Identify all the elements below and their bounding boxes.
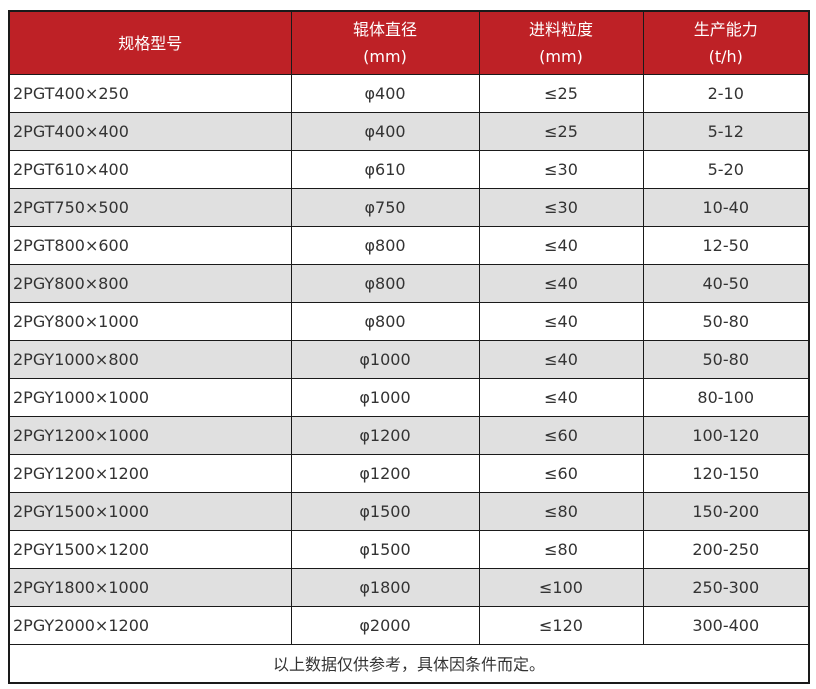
capacity-cell: 150-200 xyxy=(642,492,810,531)
footer-row: 以上数据仅供参考，具体因条件而定。 xyxy=(8,644,810,683)
spec-table-container: 规格型号 辊体直径 (mm) 进料粒度 (mm) xyxy=(8,10,810,684)
column-header-model-title: 规格型号 xyxy=(118,33,183,53)
diameter-cell: φ1800 xyxy=(290,568,480,607)
diameter-cell: φ400 xyxy=(290,112,480,151)
column-header-capacity-title: 生产能力 xyxy=(693,20,758,39)
capacity-cell: 2-10 xyxy=(642,74,810,113)
model-cell: 2PGT400×250 xyxy=(8,74,292,113)
capacity-cell: 250-300 xyxy=(642,568,810,607)
capacity-cell: 5-12 xyxy=(642,112,810,151)
feed-cell: ≤60 xyxy=(478,416,644,455)
feed-cell: ≤40 xyxy=(478,226,644,265)
capacity-cell: 5-20 xyxy=(642,150,810,189)
table-row: 2PGT750×500 φ750 ≤30 10-40 xyxy=(8,188,810,227)
model-cell: 2PGY1500×1000 xyxy=(8,492,292,531)
column-header-capacity-unit: (t/h) xyxy=(708,47,743,66)
table-row: 2PGT800×600 φ800 ≤40 12-50 xyxy=(8,226,810,265)
model-cell: 2PGY800×800 xyxy=(8,264,292,303)
capacity-cell: 50-80 xyxy=(642,340,810,379)
diameter-cell: φ750 xyxy=(290,188,480,227)
table-row: 2PGT400×400 φ400 ≤25 5-12 xyxy=(8,112,810,151)
feed-cell: ≤80 xyxy=(478,492,644,531)
diameter-cell: φ1000 xyxy=(290,340,480,379)
table-row: 2PGY1000×1000 φ1000 ≤40 80-100 xyxy=(8,378,810,417)
model-cell: 2PGT610×400 xyxy=(8,150,292,189)
model-cell: 2PGY1500×1200 xyxy=(8,530,292,569)
model-cell: 2PGY2000×1200 xyxy=(8,606,292,645)
column-header-diameter: 辊体直径 (mm) xyxy=(290,10,480,75)
feed-cell: ≤30 xyxy=(478,188,644,227)
table-row: 2PGY1500×1000 φ1500 ≤80 150-200 xyxy=(8,492,810,531)
capacity-cell: 12-50 xyxy=(642,226,810,265)
diameter-cell: φ1500 xyxy=(290,492,480,531)
capacity-cell: 80-100 xyxy=(642,378,810,417)
capacity-cell: 40-50 xyxy=(642,264,810,303)
model-cell: 2PGY1000×1000 xyxy=(8,378,292,417)
model-cell: 2PGY1200×1200 xyxy=(8,454,292,493)
column-header-diameter-unit: (mm) xyxy=(363,47,407,66)
model-cell: 2PGY1000×800 xyxy=(8,340,292,379)
feed-cell: ≤40 xyxy=(478,340,644,379)
capacity-cell: 200-250 xyxy=(642,530,810,569)
feed-cell: ≤25 xyxy=(478,74,644,113)
capacity-cell: 100-120 xyxy=(642,416,810,455)
model-cell: 2PGT400×400 xyxy=(8,112,292,151)
column-header-feed: 进料粒度 (mm) xyxy=(478,10,644,75)
capacity-cell: 10-40 xyxy=(642,188,810,227)
model-cell: 2PGT800×600 xyxy=(8,226,292,265)
diameter-cell: φ2000 xyxy=(290,606,480,645)
model-cell: 2PGY1200×1000 xyxy=(8,416,292,455)
capacity-cell: 120-150 xyxy=(642,454,810,493)
table-row: 2PGY1200×1000 φ1200 ≤60 100-120 xyxy=(8,416,810,455)
diameter-cell: φ400 xyxy=(290,74,480,113)
table-row: 2PGY1800×1000 φ1800 ≤100 250-300 xyxy=(8,568,810,607)
model-cell: 2PGY1800×1000 xyxy=(8,568,292,607)
feed-cell: ≤40 xyxy=(478,264,644,303)
spec-table: 规格型号 辊体直径 (mm) 进料粒度 (mm) xyxy=(8,10,810,684)
column-header-diameter-title: 辊体直径 xyxy=(352,20,417,39)
column-header-feed-title: 进料粒度 xyxy=(528,20,593,39)
feed-cell: ≤80 xyxy=(478,530,644,569)
diameter-cell: φ1200 xyxy=(290,454,480,493)
table-row: 2PGY1200×1200 φ1200 ≤60 120-150 xyxy=(8,454,810,493)
feed-cell: ≤40 xyxy=(478,378,644,417)
feed-cell: ≤60 xyxy=(478,454,644,493)
footer-note: 以上数据仅供参考，具体因条件而定。 xyxy=(8,644,810,683)
table-row: 2PGY2000×1200 φ2000 ≤120 300-400 xyxy=(8,606,810,645)
table-row: 2PGT610×400 φ610 ≤30 5-20 xyxy=(8,150,810,189)
table-row: 2PGY1000×800 φ1000 ≤40 50-80 xyxy=(8,340,810,379)
feed-cell: ≤40 xyxy=(478,302,644,341)
table-row: 2PGY800×1000 φ800 ≤40 50-80 xyxy=(8,302,810,341)
capacity-cell: 300-400 xyxy=(642,606,810,645)
model-cell: 2PGY800×1000 xyxy=(8,302,292,341)
capacity-cell: 50-80 xyxy=(642,302,810,341)
table-header-row: 规格型号 辊体直径 (mm) 进料粒度 (mm) xyxy=(8,10,810,75)
diameter-cell: φ1500 xyxy=(290,530,480,569)
column-header-model: 规格型号 xyxy=(8,10,292,75)
diameter-cell: φ1000 xyxy=(290,378,480,417)
diameter-cell: φ610 xyxy=(290,150,480,189)
diameter-cell: φ800 xyxy=(290,302,480,341)
diameter-cell: φ800 xyxy=(290,264,480,303)
table-row: 2PGY800×800 φ800 ≤40 40-50 xyxy=(8,264,810,303)
table-row: 2PGT400×250 φ400 ≤25 2-10 xyxy=(8,74,810,113)
feed-cell: ≤120 xyxy=(478,606,644,645)
column-header-feed-unit: (mm) xyxy=(539,47,583,66)
feed-cell: ≤25 xyxy=(478,112,644,151)
feed-cell: ≤100 xyxy=(478,568,644,607)
model-cell: 2PGT750×500 xyxy=(8,188,292,227)
column-header-capacity: 生产能力 (t/h) xyxy=(642,10,810,75)
diameter-cell: φ800 xyxy=(290,226,480,265)
diameter-cell: φ1200 xyxy=(290,416,480,455)
table-row: 2PGY1500×1200 φ1500 ≤80 200-250 xyxy=(8,530,810,569)
feed-cell: ≤30 xyxy=(478,150,644,189)
